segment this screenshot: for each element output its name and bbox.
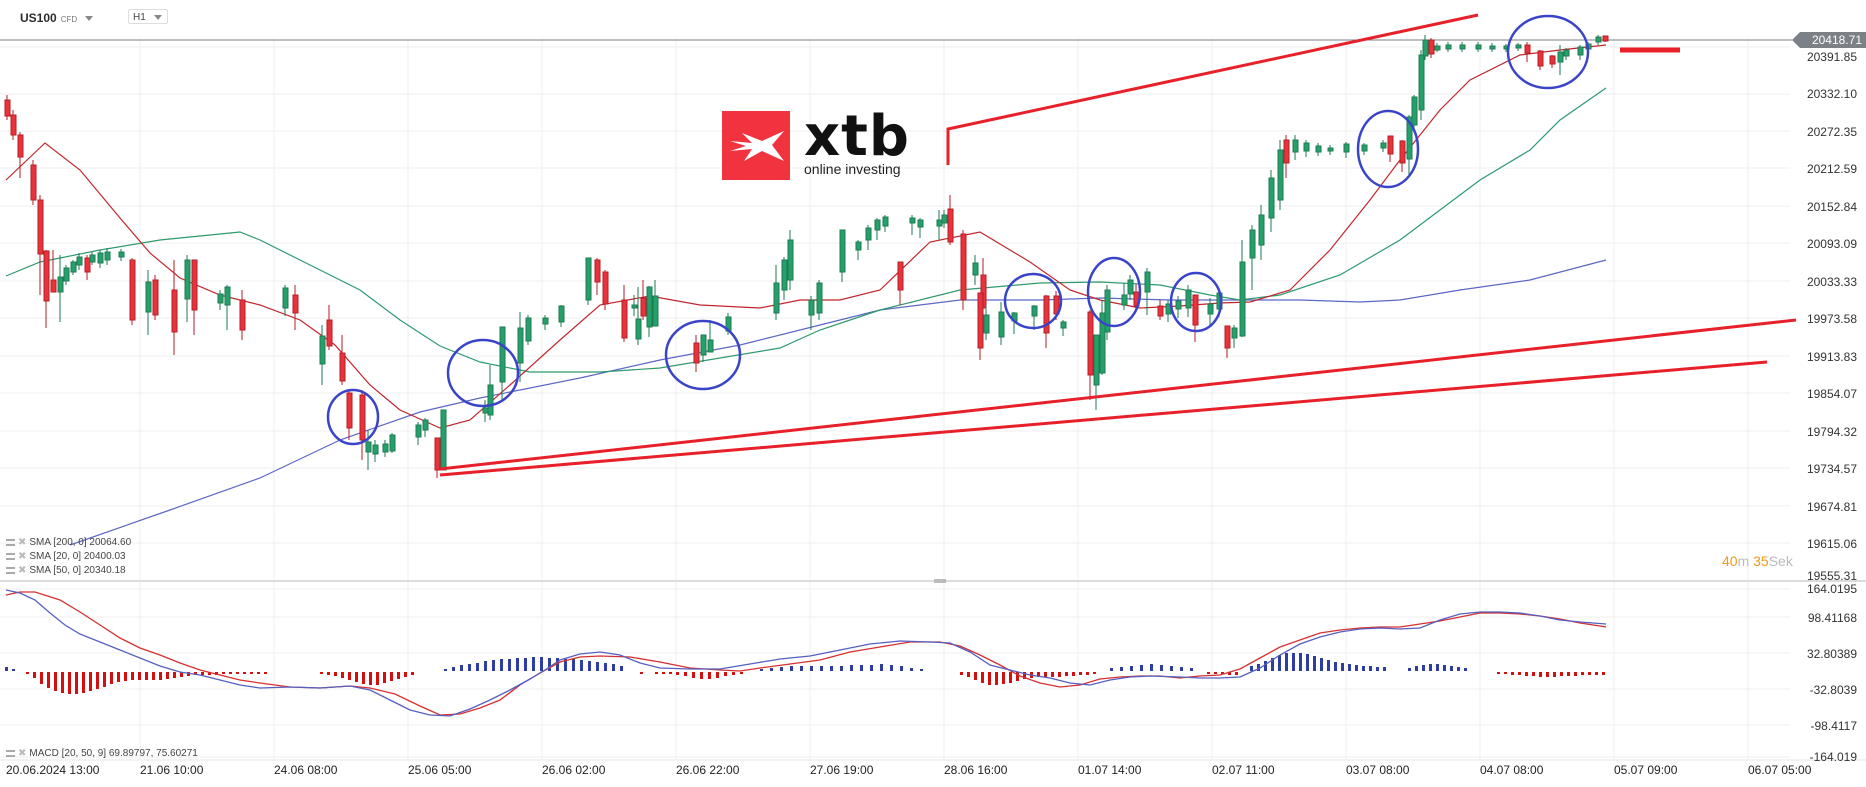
xtb-logo: xtb online investing (722, 103, 910, 180)
price-tick: 19555.31 (1807, 569, 1857, 583)
legend-sma50[interactable]: ✖ SMA [50, 0] 20340.18 (6, 565, 126, 576)
logo-brand: xtb (804, 103, 910, 169)
time-tick: 06.07 05:00 (1748, 763, 1812, 777)
time-tick: 01.07 14:00 (1078, 763, 1142, 777)
channel-upper-line (439, 318, 1797, 471)
price-tick: 20033.33 (1807, 275, 1857, 289)
macd-tick: 164.0195 (1807, 582, 1857, 596)
legend-text: MACD [20, 50, 9] 69.89797, 75.60271 (29, 748, 198, 759)
chevron-down-icon (154, 15, 162, 20)
symbol-type: CFD (60, 15, 78, 24)
price-tick: 20093.09 (1807, 237, 1857, 251)
chart-header: US100 CFD H1 (0, 0, 1866, 38)
legend-sma20[interactable]: ✖ SMA [20, 0] 20400.03 (6, 551, 126, 562)
settings-icon[interactable] (6, 567, 15, 574)
time-tick: 20.06.2024 13:00 (6, 763, 100, 777)
macd-signal-line (5, 591, 1607, 716)
macd-histogram (5, 653, 1605, 694)
time-tick: 03.07 08:00 (1346, 763, 1410, 777)
legend-text: SMA [20, 0] 20400.03 (29, 551, 126, 562)
symbol-name: US100 (20, 11, 57, 25)
macd-tick: -164.019 (1810, 750, 1858, 764)
symbol-selector[interactable]: US100 CFD (20, 11, 94, 25)
legend-macd[interactable]: ✖ MACD [20, 50, 9] 69.89797, 75.60271 (6, 748, 198, 759)
pane-resize-handle (934, 579, 946, 583)
macd-tick: -32.8039 (1810, 683, 1858, 697)
price-tick: 20212.59 (1807, 162, 1857, 176)
legend-sma200[interactable]: ✖ SMA [200, 0] 20064.60 (6, 537, 131, 548)
close-icon[interactable]: ✖ (18, 551, 27, 562)
candle-countdown: 40m 35Sek (1722, 553, 1793, 569)
price-tick: 19913.83 (1807, 350, 1857, 364)
trendlines (439, 13, 1797, 477)
upper-resistance-line (946, 13, 1479, 165)
price-tick: 19794.32 (1807, 425, 1857, 439)
countdown-minutes-unit: m (1737, 553, 1750, 569)
time-tick: 27.06 19:00 (810, 763, 874, 777)
macd-tick: 32.80389 (1807, 647, 1857, 661)
price-tick: 19674.81 (1807, 500, 1857, 514)
candlesticks (4, 35, 1609, 478)
price-tick: 20272.35 (1807, 125, 1857, 139)
time-tick: 02.07 11:00 (1212, 763, 1275, 777)
timeframe-value: H1 (133, 12, 146, 23)
legend-text: SMA [50, 0] 20340.18 (29, 565, 126, 576)
time-tick: 28.06 16:00 (944, 763, 1008, 777)
price-tick: 20152.84 (1807, 200, 1857, 214)
logo-tagline: online investing (804, 160, 901, 177)
time-tick: 25.06 05:00 (408, 763, 472, 777)
current-price-tag: 20418.71 (1792, 32, 1866, 48)
settings-icon[interactable] (6, 553, 15, 560)
time-tick: 26.06 02:00 (542, 763, 606, 777)
sma50-line (5, 87, 1607, 373)
legend-text: SMA [200, 0] 20064.60 (29, 537, 132, 548)
channel-lower-line (439, 360, 1768, 477)
price-tick: 19734.57 (1807, 462, 1857, 476)
time-tick: 21.06 10:00 (140, 763, 204, 777)
timeframe-dropdown[interactable]: H1 (128, 9, 168, 24)
close-icon[interactable]: ✖ (18, 748, 27, 759)
macd-tick: 98.41168 (1808, 611, 1857, 625)
settings-icon[interactable] (6, 539, 15, 546)
countdown-seconds: 35 (1753, 553, 1769, 569)
countdown-seconds-unit: Sek (1768, 553, 1793, 569)
sma20-line (5, 44, 1607, 429)
macd-line (5, 589, 1607, 717)
price-tick: 20332.10 (1807, 87, 1857, 101)
time-tick: 04.07 08:00 (1480, 763, 1544, 777)
price-tick: 19854.07 (1807, 387, 1857, 401)
settings-icon[interactable] (6, 750, 15, 757)
macd-tick: -98.4117 (1811, 719, 1858, 733)
xtb-x-icon (722, 111, 790, 180)
time-tick: 05.07 09:00 (1614, 763, 1678, 777)
time-axis: 20.06.2024 13:00 21.06 10:00 24.06 08:00… (6, 763, 1812, 777)
price-tick: 19615.06 (1807, 537, 1857, 551)
price-tick: 19973.58 (1807, 312, 1857, 326)
countdown-minutes: 40 (1722, 553, 1738, 569)
macd-gridlines (0, 588, 1790, 758)
price-tick: 20391.85 (1807, 50, 1857, 64)
chevron-down-icon (85, 16, 94, 22)
macd-axis: 164.0195 98.41168 32.80389 -32.8039 -98.… (1807, 582, 1857, 764)
close-icon[interactable]: ✖ (18, 565, 27, 576)
sma200-line (69, 259, 1607, 546)
time-tick: 26.06 22:00 (676, 763, 740, 777)
price-axis: 20391.85 20332.10 20272.35 20212.59 2015… (1807, 50, 1857, 583)
close-icon[interactable]: ✖ (18, 537, 27, 548)
annotation-circles (326, 14, 1590, 446)
time-tick: 24.06 08:00 (274, 763, 338, 777)
